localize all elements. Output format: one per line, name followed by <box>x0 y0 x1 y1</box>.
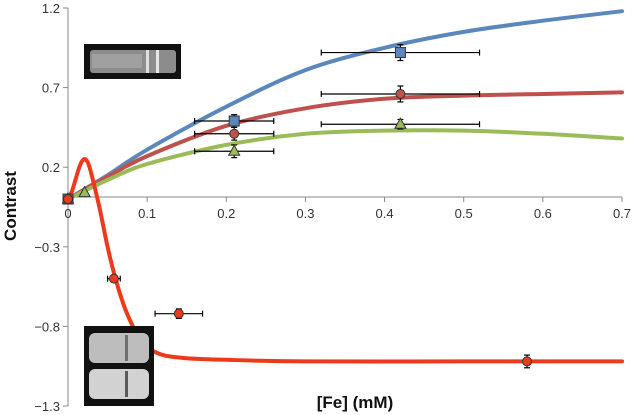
single-tube-phantom-image <box>84 44 181 79</box>
data-point <box>320 85 481 103</box>
y-axis-ticks: 1.2 0.7 0.2 −0.3 −0.8 −1.3 <box>34 1 68 414</box>
axes <box>67 8 622 406</box>
fit-curves <box>66 9 624 364</box>
circle-marker <box>63 194 73 205</box>
square-marker <box>228 115 240 127</box>
data-point <box>78 185 91 198</box>
y-axis-title: Contrast <box>1 171 20 241</box>
x-tick-label: 0.1 <box>138 206 156 221</box>
circle-marker <box>173 308 184 319</box>
data-point <box>154 308 204 320</box>
fit-curve-0 <box>66 9 624 201</box>
triangle-marker <box>394 117 407 129</box>
x-tick-label: 0.7 <box>613 206 631 221</box>
y-tick-label: 0.7 <box>42 81 60 96</box>
data-point <box>522 354 533 369</box>
data-point <box>194 144 275 159</box>
circle-marker <box>108 273 119 284</box>
square-marker <box>394 47 406 59</box>
y-tick-label: −0.8 <box>34 319 60 334</box>
y-tick-label: −1.3 <box>34 399 60 414</box>
x-tick-label: 0 <box>64 206 71 221</box>
x-axis-ticks: 0 0.1 0.2 0.3 0.4 0.5 0.6 0.7 <box>64 197 631 221</box>
fit-curve-3 <box>66 157 624 364</box>
data-points <box>61 44 533 369</box>
circle-marker <box>395 88 406 99</box>
data-point <box>320 117 481 130</box>
triangle-marker <box>227 144 241 156</box>
data-point <box>63 194 73 205</box>
x-axis-title: [Fe] (mM) <box>317 393 393 412</box>
x-tick-label: 0.3 <box>296 206 314 221</box>
fit-curve-2 <box>66 128 624 201</box>
data-point <box>194 126 275 141</box>
x-tick-label: 0.4 <box>376 206 394 221</box>
triangle-marker <box>78 185 91 198</box>
x-tick-label: 0.6 <box>534 206 552 221</box>
data-point <box>106 273 121 284</box>
x-tick-label: 0.5 <box>455 206 473 221</box>
y-tick-label: 0.2 <box>42 160 60 175</box>
y-tick-label: 1.2 <box>42 1 60 16</box>
circle-marker <box>229 128 240 139</box>
circle-marker <box>522 356 533 367</box>
x-tick-label: 0.2 <box>217 206 235 221</box>
y-tick-label: −0.3 <box>34 240 60 255</box>
double-tube-phantom-image <box>84 326 154 406</box>
data-point <box>320 44 481 62</box>
fit-curve-1 <box>66 90 624 201</box>
